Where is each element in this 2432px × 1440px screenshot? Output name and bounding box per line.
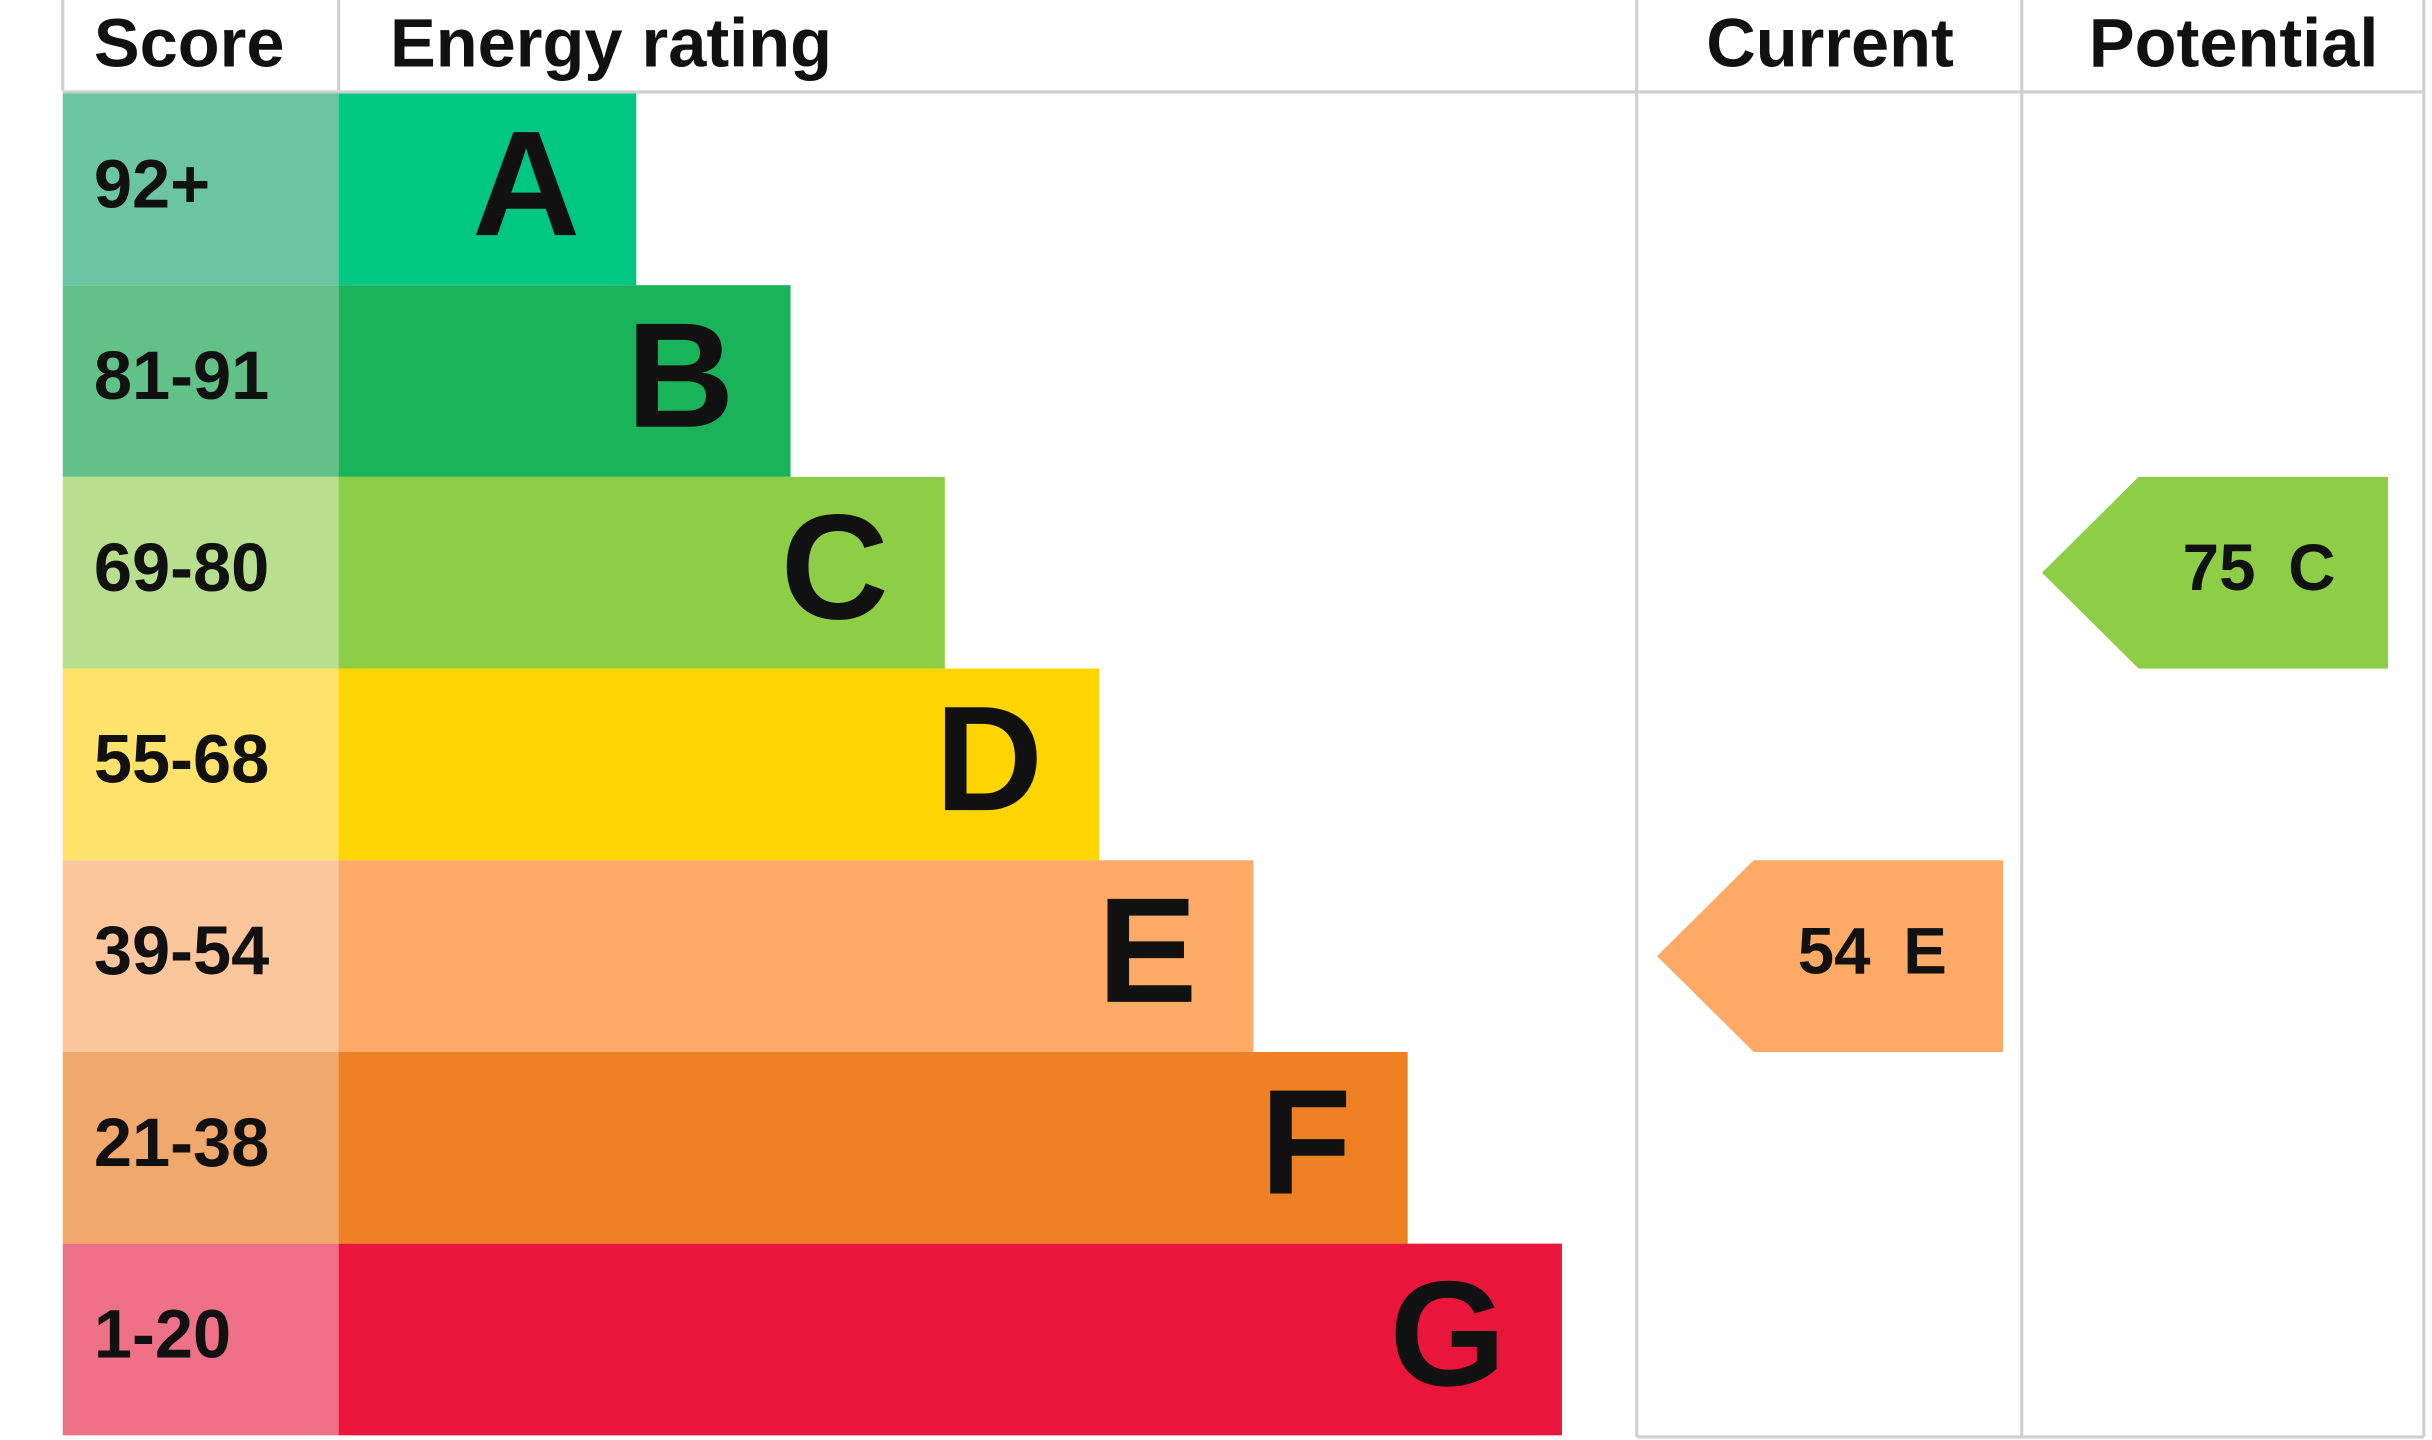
current-score: 54: [1798, 914, 1871, 987]
header-current: Current: [1706, 4, 1954, 81]
rating-letter: E: [1098, 867, 1198, 1034]
score-label: 81-91: [94, 337, 269, 414]
score-cell: [62, 860, 339, 1052]
current-arrow: [1657, 860, 2004, 1052]
score-label: 39-54: [94, 912, 269, 989]
potential-arrow: [2041, 476, 2388, 669]
score-label: 1-20: [94, 1296, 231, 1373]
rating-letter: C: [781, 483, 889, 650]
potential-score: 75: [2183, 531, 2256, 604]
score-cell: [62, 93, 339, 286]
rating-letter: B: [626, 292, 734, 459]
header-score: Score: [94, 4, 285, 81]
rating-letter: A: [472, 100, 580, 267]
score-cell: [62, 285, 339, 477]
rating-bar: [338, 668, 1100, 861]
score-label: 55-68: [94, 721, 269, 798]
rating-bar: [338, 860, 1254, 1052]
score-label: 69-80: [94, 529, 269, 606]
score-label: 21-38: [94, 1104, 269, 1181]
rating-bar: [338, 476, 945, 669]
rating-bar: [338, 285, 791, 477]
score-label: 92+: [94, 145, 210, 222]
rating-bar: [338, 1243, 1562, 1436]
rating-letter: F: [1260, 1059, 1351, 1226]
header-rating: Energy rating: [390, 4, 832, 81]
score-cell: [62, 668, 339, 861]
score-cell: [62, 476, 339, 669]
current-rating: E: [1903, 914, 1947, 987]
rating-letter: D: [935, 675, 1043, 842]
header-potential: Potential: [2089, 4, 2379, 81]
potential-rating: C: [2288, 531, 2335, 604]
score-cell: [62, 1243, 339, 1436]
score-cell: [62, 1051, 339, 1244]
rating-letter: G: [1389, 1250, 1505, 1417]
rating-bar: [338, 1051, 1408, 1244]
rating-bar: [338, 93, 637, 286]
